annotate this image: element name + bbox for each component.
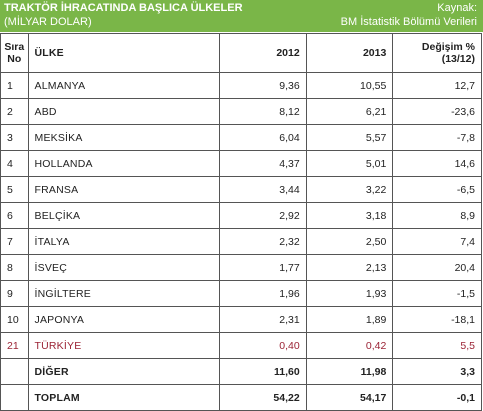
table-row: 3 MEKSİKA 6,04 5,57 -7,8 <box>0 124 482 151</box>
cell-2013: 2,50 <box>305 228 394 255</box>
cell-change: -18,1 <box>392 306 482 333</box>
cell-rank: 6 <box>0 202 29 229</box>
cell-rank <box>0 384 29 411</box>
cell-country: İTALYA <box>27 228 221 255</box>
cell-2012: 2,31 <box>219 306 307 333</box>
table-title: TRAKTÖR İHRACATINDA BAŞLICA ÜLKELER <box>4 2 243 14</box>
cell-country: İSVEÇ <box>27 254 221 281</box>
col-2012-header: 2012 <box>219 33 307 73</box>
cell-country: DİĞER <box>27 358 221 385</box>
cell-2013: 3,22 <box>305 176 394 203</box>
cell-change: 7,4 <box>392 228 482 255</box>
cell-rank: 10 <box>0 306 29 333</box>
cell-change: -1,5 <box>392 280 482 307</box>
col-rank-line2: No <box>7 53 22 65</box>
cell-change: -23,6 <box>392 98 482 125</box>
cell-rank: 2 <box>0 98 29 125</box>
cell-change: 3,3 <box>392 358 482 385</box>
table-row: 10 JAPONYA 2,31 1,89 -18,1 <box>0 306 482 333</box>
cell-change: 12,7 <box>392 72 482 99</box>
cell-rank: 9 <box>0 280 29 307</box>
cell-2013: 1,93 <box>305 280 394 307</box>
cell-2013: 10,55 <box>305 72 394 99</box>
cell-2013: 5,57 <box>305 124 394 151</box>
col-change-line2: (13/12) <box>441 53 475 65</box>
table-row: 2 ABD 8,12 6,21 -23,6 <box>0 98 482 125</box>
source-label: Kaynak: <box>437 2 477 14</box>
cell-rank: 21 <box>0 332 29 359</box>
col-rank-line1: Sıra <box>4 41 25 53</box>
cell-2012: 3,44 <box>219 176 307 203</box>
col-rank-header: Sıra No <box>0 33 29 73</box>
cell-2012: 2,92 <box>219 202 307 229</box>
cell-country: HOLLANDA <box>27 150 221 177</box>
table-row: 9 İNGİLTERE 1,96 1,93 -1,5 <box>0 280 482 307</box>
cell-2012: 1,77 <box>219 254 307 281</box>
export-table: Sıra No ÜLKE 2012 2013 Değişim % (13/12)… <box>0 33 482 411</box>
table-row-other: DİĞER 11,60 11,98 3,3 <box>0 358 482 385</box>
cell-2013: 5,01 <box>305 150 394 177</box>
table-row: 8 İSVEÇ 1,77 2,13 20,4 <box>0 254 482 281</box>
cell-country: ABD <box>27 98 221 125</box>
table-row-total: TOPLAM 54,22 54,17 -0,1 <box>0 384 482 411</box>
cell-country: JAPONYA <box>27 306 221 333</box>
col-change-header: Değişim % (13/12) <box>392 33 482 73</box>
table-subtitle: (MİLYAR DOLAR) <box>4 16 92 28</box>
cell-change: -7,8 <box>392 124 482 151</box>
cell-2013: 2,13 <box>305 254 394 281</box>
cell-country: FRANSA <box>27 176 221 203</box>
cell-2012: 8,12 <box>219 98 307 125</box>
cell-change: 14,6 <box>392 150 482 177</box>
table-row: 6 BELÇİKA 2,92 3,18 8,9 <box>0 202 482 229</box>
col-change-line1: Değişim % <box>421 41 475 53</box>
cell-change: 20,4 <box>392 254 482 281</box>
cell-change: -0,1 <box>392 384 482 411</box>
cell-country: ALMANYA <box>27 72 221 99</box>
cell-2012: 54,22 <box>219 384 307 411</box>
table-row: 5 FRANSA 3,44 3,22 -6,5 <box>0 176 482 203</box>
cell-rank: 3 <box>0 124 29 151</box>
source-value: BM İstatistik Bölümü Verileri <box>340 16 477 28</box>
cell-2013: 3,18 <box>305 202 394 229</box>
cell-change: -6,5 <box>392 176 482 203</box>
col-2013-header: 2013 <box>305 33 394 73</box>
table-row: 4 HOLLANDA 4,37 5,01 14,6 <box>0 150 482 177</box>
cell-change: 8,9 <box>392 202 482 229</box>
cell-rank <box>0 358 29 385</box>
table-row: 7 İTALYA 2,32 2,50 7,4 <box>0 228 482 255</box>
cell-rank: 4 <box>0 150 29 177</box>
cell-2012: 0,40 <box>219 332 307 359</box>
cell-2013: 11,98 <box>305 358 394 385</box>
cell-2012: 2,32 <box>219 228 307 255</box>
cell-2012: 11,60 <box>219 358 307 385</box>
table-row: 1 ALMANYA 9,36 10,55 12,7 <box>0 72 482 99</box>
cell-country: BELÇİKA <box>27 202 221 229</box>
cell-rank: 5 <box>0 176 29 203</box>
cell-country: İNGİLTERE <box>27 280 221 307</box>
column-header-row: Sıra No ÜLKE 2012 2013 Değişim % (13/12) <box>0 33 482 73</box>
cell-2013: 6,21 <box>305 98 394 125</box>
cell-2013: 54,17 <box>305 384 394 411</box>
col-country-header: ÜLKE <box>27 33 221 73</box>
cell-rank: 8 <box>0 254 29 281</box>
cell-country: MEKSİKA <box>27 124 221 151</box>
cell-country: TOPLAM <box>27 384 221 411</box>
cell-2013: 0,42 <box>305 332 394 359</box>
table-header-banner: TRAKTÖR İHRACATINDA BAŞLICA ÜLKELER (MİL… <box>0 0 483 32</box>
cell-country: TÜRKİYE <box>27 332 221 359</box>
table-row-highlight: 21 TÜRKİYE 0,40 0,42 5,5 <box>0 332 482 359</box>
cell-rank: 1 <box>0 72 29 99</box>
cell-2012: 4,37 <box>219 150 307 177</box>
cell-2013: 1,89 <box>305 306 394 333</box>
cell-change: 5,5 <box>392 332 482 359</box>
cell-2012: 9,36 <box>219 72 307 99</box>
cell-2012: 6,04 <box>219 124 307 151</box>
cell-rank: 7 <box>0 228 29 255</box>
cell-2012: 1,96 <box>219 280 307 307</box>
